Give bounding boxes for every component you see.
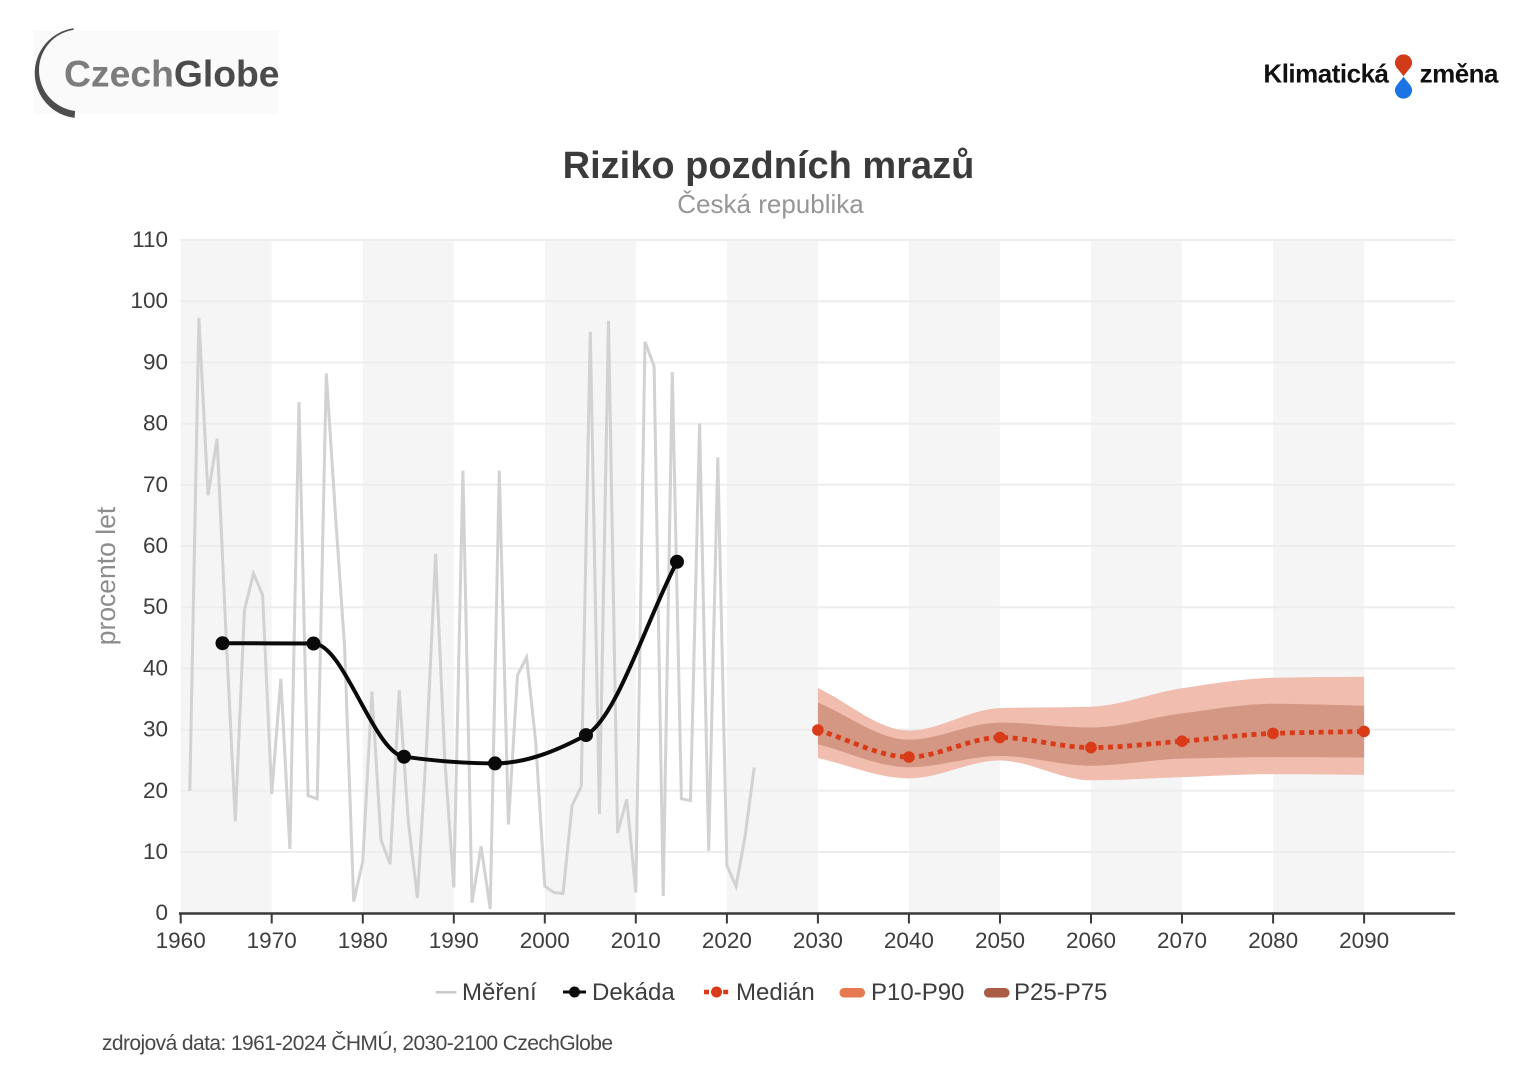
svg-text:Dekáda: Dekáda [592, 979, 675, 1006]
svg-text:2030: 2030 [793, 928, 843, 953]
svg-text:90: 90 [143, 349, 168, 374]
svg-text:2060: 2060 [1066, 928, 1116, 953]
svg-text:1980: 1980 [338, 928, 388, 953]
svg-text:2040: 2040 [884, 928, 934, 953]
svg-text:Riziko pozdních mrazů: Riziko pozdních mrazů [563, 145, 975, 187]
svg-text:1970: 1970 [247, 928, 297, 953]
svg-text:Česká republika: Česká republika [677, 189, 864, 219]
svg-text:2050: 2050 [975, 928, 1025, 953]
svg-text:zdrojová data: 1961-2024 ČHMÚ,: zdrojová data: 1961-2024 ČHMÚ, 2030-2100… [102, 1032, 612, 1055]
svg-text:0: 0 [155, 900, 168, 925]
svg-text:80: 80 [143, 411, 168, 436]
svg-text:Medián: Medián [736, 979, 815, 1006]
svg-text:CzechGlobe: CzechGlobe [64, 52, 280, 94]
svg-text:2070: 2070 [1157, 928, 1207, 953]
svg-text:60: 60 [143, 533, 168, 558]
svg-text:2080: 2080 [1248, 928, 1298, 953]
svg-text:změna: změna [1420, 59, 1499, 89]
svg-text:1960: 1960 [156, 928, 206, 953]
svg-text:P25-P75: P25-P75 [1014, 979, 1107, 1006]
svg-text:Měření: Měření [462, 979, 537, 1006]
svg-text:20: 20 [143, 778, 168, 803]
svg-text:110: 110 [132, 227, 168, 252]
svg-text:1990: 1990 [429, 928, 479, 953]
svg-text:70: 70 [143, 472, 168, 497]
svg-text:2000: 2000 [520, 928, 570, 953]
svg-text:10: 10 [143, 839, 168, 864]
svg-text:30: 30 [143, 717, 168, 742]
svg-text:2010: 2010 [611, 928, 661, 953]
svg-text:Klimatická: Klimatická [1263, 59, 1389, 89]
svg-text:P10-P90: P10-P90 [871, 979, 964, 1006]
svg-text:40: 40 [143, 655, 168, 680]
svg-text:100: 100 [130, 288, 168, 313]
svg-text:50: 50 [143, 594, 168, 619]
svg-text:2020: 2020 [702, 928, 752, 953]
svg-text:2090: 2090 [1339, 928, 1389, 953]
svg-text:procento let: procento let [91, 506, 121, 645]
